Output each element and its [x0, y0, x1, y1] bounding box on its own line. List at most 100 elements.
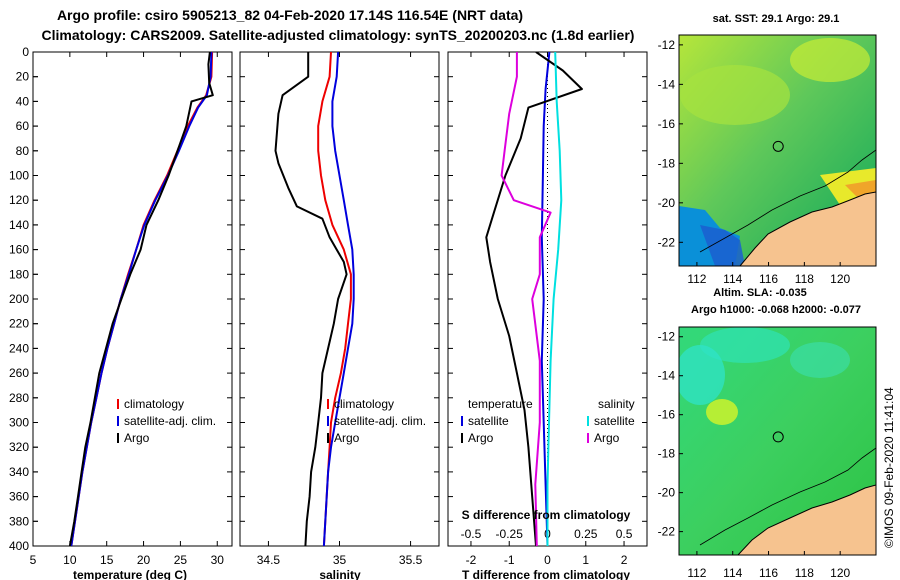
y-tick-label: 40: [16, 94, 30, 108]
sst-argo-location-marker: [772, 140, 784, 152]
x-tick-label: 15: [100, 553, 114, 567]
y-tick-label: 340: [9, 465, 29, 479]
map-y-tick-label: -18: [658, 156, 676, 170]
y-tick-label: 240: [9, 341, 29, 355]
map-x-tick-label: 114: [723, 272, 742, 286]
temperature-climatology-line: [70, 52, 214, 546]
sla-argo-location-marker: [772, 431, 784, 443]
salinity-xlabel: salinity: [319, 568, 361, 580]
difference-salinity-satellite-line: [546, 52, 563, 546]
y-tick-label: 160: [9, 243, 29, 257]
top-x-tick-label: -0.25: [496, 527, 524, 541]
map-y-tick-label: -14: [658, 77, 676, 91]
y-tick-label: 260: [9, 366, 29, 380]
temperature-xlabel: temperature (deg C): [73, 568, 187, 580]
s-difference-x-axis: -0.5 -0.25 0 0.25 0.5: [461, 527, 633, 541]
y-tick-label: 100: [9, 169, 29, 183]
legend-label: satellite: [594, 414, 635, 428]
sst-warm-patch: [680, 65, 790, 125]
map-x-tick-label: 120: [830, 272, 850, 286]
sla-map-panel: Altim. SLA: -0.035 Argo h1000: -0.068 h2…: [658, 287, 877, 580]
sla-title-line2: Argo h1000: -0.068 h2000: -0.077: [691, 304, 861, 316]
map-x-tick-label: 120: [830, 566, 850, 580]
difference-salinity-argo-line: [500, 52, 552, 546]
x-tick-label: -2: [466, 553, 477, 567]
salinity-x-axis: 34.5 35 35.5: [257, 52, 423, 567]
x-tick-label: -1: [504, 553, 515, 567]
salinity-legend: climatology satellite-adj. clim. Argo: [327, 397, 426, 445]
x-tick-label: 2: [621, 553, 628, 567]
sst-land: [740, 192, 876, 266]
sla-high-patch: [679, 345, 725, 405]
map-y-tick-label: -20: [658, 486, 676, 500]
y-tick-label: 200: [9, 292, 29, 306]
x-tick-label: 30: [211, 553, 225, 567]
sst-cool-water: [700, 225, 745, 266]
legend-label: climatology: [334, 397, 394, 411]
difference-legend: temperature salinity satellite Argo satellit…: [461, 397, 635, 445]
sla-high-patch: [790, 342, 850, 378]
x-tick-label: 10: [63, 553, 77, 567]
temperature-frame: [32, 51, 233, 547]
map-y-tick-label: -18: [658, 447, 676, 461]
legend-title-salinity: salinity: [598, 397, 635, 411]
x-tick-label: 1: [582, 553, 589, 567]
sla-low-patch: [706, 399, 738, 425]
figure-title-line2: Climatology: CARS2009. Satellite-adjuste…: [42, 27, 635, 43]
figure-title-line1: Argo profile: csiro 5905213_82 04-Feb-20…: [57, 7, 523, 23]
map-y-tick-label: -20: [658, 196, 676, 210]
y-tick-label: 320: [9, 440, 29, 454]
sla-map-axes: 112 114 116 118 120 -12 -14 -16 -18 -20 -22: [658, 330, 851, 580]
map-x-tick-label: 116: [759, 272, 778, 286]
legend-label: Argo: [334, 431, 360, 445]
y-tick-label: 20: [16, 70, 30, 84]
y-tick-label: 400: [9, 539, 29, 553]
sla-title-line1: Altim. SLA: -0.035: [713, 287, 807, 299]
map-x-tick-label: 118: [795, 566, 814, 580]
legend-label: Argo: [124, 431, 150, 445]
y-tick-label: 140: [9, 218, 29, 232]
map-y-tick-label: -16: [658, 408, 676, 422]
sst-map-panel: sat. SST: 29.1 Argo: 29.1 112 114 116 118 12…: [658, 13, 877, 286]
map-x-tick-label: 114: [723, 566, 742, 580]
sst-map-title: sat. SST: 29.1 Argo: 29.1: [713, 13, 840, 25]
y-tick-label: 60: [16, 119, 30, 133]
x-tick-label: 5: [30, 553, 37, 567]
sla-bathymetry-contour: [699, 447, 876, 546]
temperature-x-axis: 5 10 15 20 25 30: [30, 52, 225, 567]
y-tick-label: 360: [9, 490, 29, 504]
legend-label: satellite-adj. clim.: [124, 414, 216, 428]
legend-label: satellite-adj. clim.: [334, 414, 426, 428]
map-y-tick-label: -22: [658, 235, 676, 249]
map-y-tick-label: -22: [658, 525, 676, 539]
map-x-tick-label: 112: [687, 272, 706, 286]
sst-map-frame: [678, 34, 877, 267]
y-tick-label: 280: [9, 391, 29, 405]
sla-map-frame: [678, 326, 877, 556]
map-y-tick-label: -14: [658, 369, 676, 383]
map-x-tick-label: 116: [759, 566, 778, 580]
y-tick-label: 380: [9, 514, 29, 528]
difference-temperature-argo-line: [485, 52, 583, 546]
map-y-tick-label: -12: [658, 330, 676, 344]
top-x-tick-label: 0.25: [574, 527, 598, 541]
salinity-frame: [239, 51, 440, 547]
depth-axis: 0 20 40 60 80 100 120 140 160 180 200 220 240 260 280 3…: [9, 45, 38, 553]
map-x-tick-label: 118: [795, 272, 814, 286]
salinity-argo-line: [274, 52, 348, 546]
t-difference-xlabel: T difference from climatology: [462, 568, 630, 580]
map-y-tick-label: -16: [658, 117, 676, 131]
sla-high-patch: [700, 327, 790, 363]
legend-label: Argo: [594, 431, 620, 445]
temperature-panel: 0 20 40 60 80 100 120 140 160 180 200 220 240 260 280 3…: [9, 45, 233, 580]
t-difference-x-axis: -2 -1 0 1 2: [466, 52, 628, 567]
map-y-tick-label: -12: [658, 38, 676, 52]
y-tick-label: 0: [22, 45, 29, 59]
x-tick-label: 35: [333, 553, 347, 567]
top-x-tick-label: -0.5: [461, 527, 482, 541]
imos-credit: ©IMOS 09-Feb-2020 11:41:04: [882, 387, 896, 548]
x-tick-label: 25: [174, 553, 188, 567]
y-tick-label: 80: [16, 144, 30, 158]
difference-temperature-satellite-line: [540, 52, 551, 546]
